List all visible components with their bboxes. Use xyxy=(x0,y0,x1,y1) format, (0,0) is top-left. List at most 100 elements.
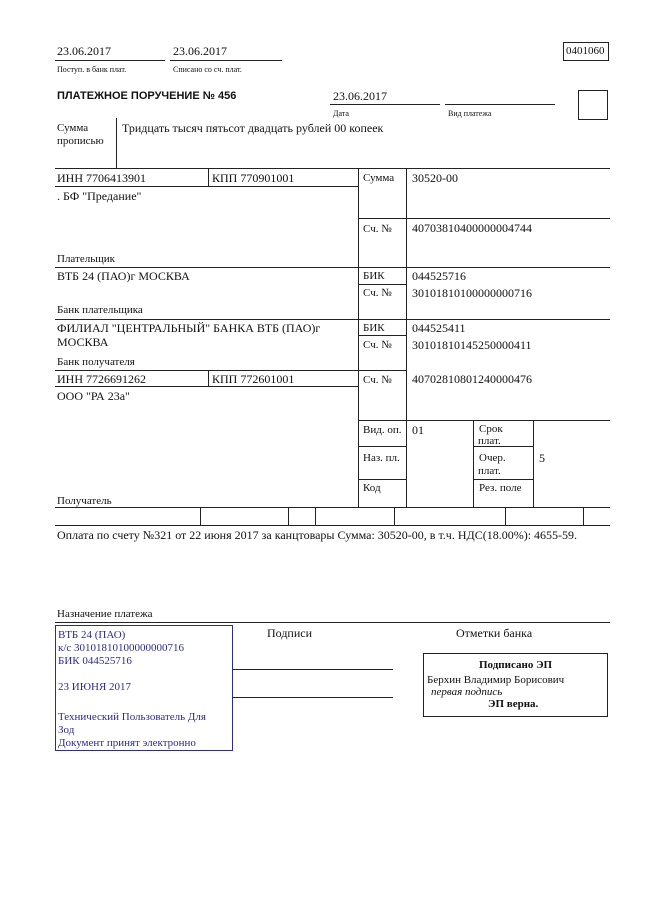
payee-name: ООО "РА 23а" xyxy=(57,389,130,403)
divider xyxy=(208,370,209,386)
payer-bank-account-label: Сч. № xyxy=(363,287,392,299)
purpose-code-label: Наз. пл. xyxy=(363,452,400,464)
payee-inn: ИНН 7726691262 xyxy=(57,372,146,386)
debited-date: 23.06.2017 xyxy=(173,44,227,58)
amount-label: Сумма xyxy=(363,172,395,184)
divider xyxy=(358,420,610,421)
form-code: 0401060 xyxy=(566,45,605,57)
amount-value: 30520-00 xyxy=(412,171,458,185)
payee-kpp: КПП 772601001 xyxy=(212,372,295,386)
divider xyxy=(473,479,533,480)
divider xyxy=(55,267,610,268)
amount-words-label: Сумма xyxy=(57,122,89,134)
stamp-user: Технический Пользователь Для xyxy=(58,711,206,723)
stamp-accepted: Документ принят электронно xyxy=(58,737,196,749)
priority-value: 5 xyxy=(539,451,545,465)
op-type: 01 xyxy=(412,423,424,437)
payee-account: 40702810801240000476 xyxy=(412,372,532,386)
divider xyxy=(55,386,358,387)
divider xyxy=(55,60,165,61)
divider xyxy=(394,507,395,525)
signature-line xyxy=(233,669,393,670)
date-label: Дата xyxy=(333,109,349,118)
payer-account-label: Сч. № xyxy=(363,223,392,235)
divider xyxy=(315,507,316,525)
payee-bank-label: Банк получателя xyxy=(57,356,135,368)
received-label: Поступ. в банк плат. xyxy=(57,65,127,74)
divider xyxy=(330,104,440,105)
payee-label: Получатель xyxy=(57,495,112,507)
bank-marks-label: Отметки банка xyxy=(456,626,533,640)
divider xyxy=(55,186,358,187)
divider xyxy=(55,319,610,320)
form-code-box: 0401060 xyxy=(563,42,609,61)
divider xyxy=(55,525,610,526)
divider xyxy=(116,118,117,168)
e-signature-role: первая подпись xyxy=(431,686,503,698)
divider xyxy=(358,335,406,336)
payer-bik-label: БИК xyxy=(363,270,385,282)
divider xyxy=(55,622,610,623)
code-label: Код xyxy=(363,482,381,494)
divider xyxy=(406,168,407,507)
divider xyxy=(358,479,406,480)
payee-bank-account: 30101810145250000411 xyxy=(412,338,532,352)
payer-name: . БФ "Предание" xyxy=(57,189,142,203)
stamp-date: 23 ИЮНЯ 2017 xyxy=(58,681,132,693)
purpose-label: Назначение платежа xyxy=(57,608,153,620)
payer-bik: 044525716 xyxy=(412,269,466,283)
divider xyxy=(358,284,406,285)
stamp-corr-account: к/с 30101810100000000716 xyxy=(58,642,185,654)
signature-line xyxy=(233,697,393,698)
e-signature-signer: Берхин Владимир Борисович xyxy=(427,674,565,686)
payee-bank-account-label: Сч. № xyxy=(363,339,392,351)
payer-bank-account: 30101810100000000716 xyxy=(412,286,532,300)
payer-account: 40703810400000004744 xyxy=(412,221,532,235)
divider xyxy=(170,60,282,61)
e-signature-box: Подписано ЭП Берхин Владимир Борисович п… xyxy=(423,653,608,717)
payment-type-label: Вид платежа xyxy=(448,109,492,118)
due-label: Срок xyxy=(479,423,503,435)
payee-bik-label: БИК xyxy=(363,322,385,334)
priority-label: плат. xyxy=(478,465,501,477)
amount-words-label: прописью xyxy=(57,135,104,147)
signatures-label: Подписи xyxy=(267,626,313,640)
payment-status-box xyxy=(578,90,608,120)
e-signature-title: Подписано ЭП xyxy=(479,659,553,671)
divider xyxy=(445,104,555,105)
due-label: плат. xyxy=(478,435,501,447)
divider xyxy=(358,218,610,219)
divider xyxy=(55,370,406,371)
divider xyxy=(473,446,533,447)
divider xyxy=(358,446,406,447)
divider xyxy=(200,507,201,525)
stamp-user: Зод xyxy=(58,724,75,736)
divider xyxy=(505,507,506,525)
reserve-label: Рез. поле xyxy=(479,482,522,494)
stamp-bik: БИК 044525716 xyxy=(58,655,132,667)
divider xyxy=(358,168,359,507)
payer-label: Плательщик xyxy=(57,253,115,265)
op-type-label: Вид. оп. xyxy=(363,424,402,436)
payee-bank-name: ФИЛИАЛ "ЦЕНТРАЛЬНЫЙ" БАНКА ВТБ (ПАО)г xyxy=(57,321,321,335)
divider xyxy=(288,507,289,525)
payee-account-label: Сч. № xyxy=(363,374,392,386)
payer-bank-label: Банк плательщика xyxy=(57,304,143,316)
divider xyxy=(208,168,209,186)
document-date: 23.06.2017 xyxy=(333,89,387,103)
payee-bank-name: МОСКВА xyxy=(57,335,109,349)
divider xyxy=(55,507,610,508)
divider xyxy=(533,420,534,507)
payer-kpp: КПП 770901001 xyxy=(212,171,295,185)
divider xyxy=(583,507,584,525)
priority-label: Очер. xyxy=(479,452,506,464)
payer-inn: ИНН 7706413901 xyxy=(57,171,146,185)
divider xyxy=(55,168,610,169)
debited-label: Списано со сч. плат. xyxy=(173,65,242,74)
e-signature-status: ЭП верна. xyxy=(488,698,539,710)
received-date: 23.06.2017 xyxy=(57,44,111,58)
payee-bik: 044525411 xyxy=(412,321,466,335)
bank-stamp: ВТБ 24 (ПАО) к/с 30101810100000000716 БИ… xyxy=(55,625,233,751)
stamp-bank: ВТБ 24 (ПАО) xyxy=(58,629,126,641)
